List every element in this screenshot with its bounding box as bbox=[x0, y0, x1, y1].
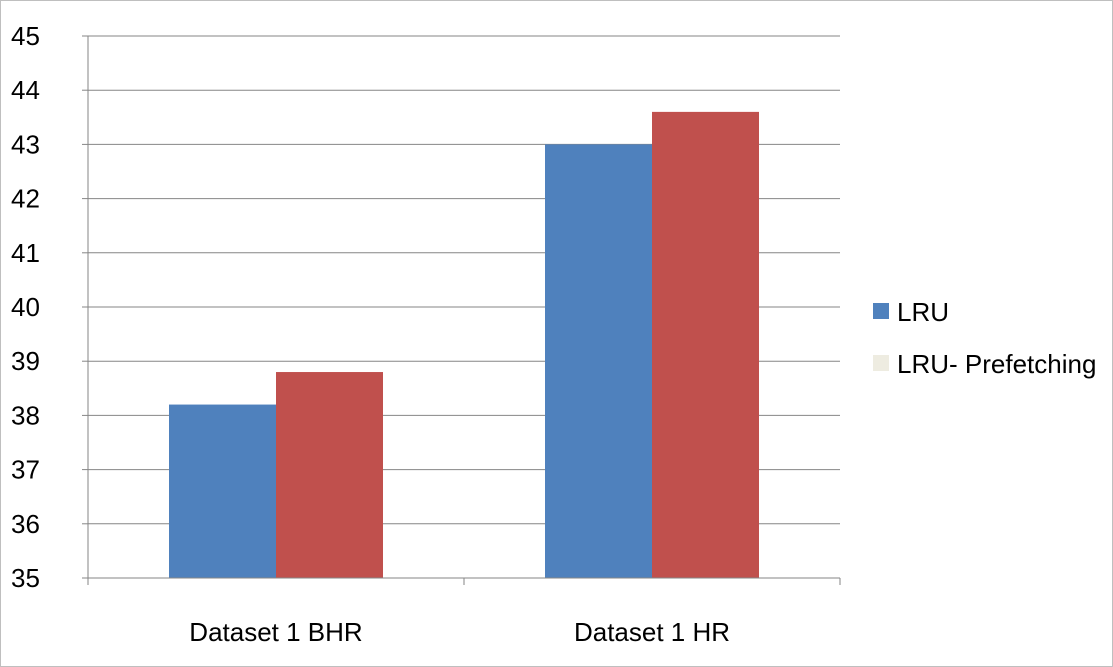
y-tick-label: 38 bbox=[11, 400, 40, 430]
y-tick-label: 35 bbox=[11, 563, 40, 593]
y-tick-label: 37 bbox=[11, 455, 40, 485]
x-category-label: Dataset 1 HR bbox=[574, 617, 730, 647]
legend-swatch-1 bbox=[873, 355, 889, 371]
y-tick-label: 43 bbox=[11, 129, 40, 159]
y-tick-label: 42 bbox=[11, 184, 40, 214]
x-axis-category-labels: Dataset 1 BHR Dataset 1 HR bbox=[189, 617, 730, 647]
bars bbox=[169, 111, 759, 578]
y-tick-label: 41 bbox=[11, 238, 40, 268]
y-tick-label: 36 bbox=[11, 509, 40, 539]
bar-lru-1 bbox=[545, 144, 652, 578]
y-tick-label: 44 bbox=[11, 75, 40, 105]
legend-label-1: LRU- Prefetching bbox=[897, 349, 1096, 379]
bar-lru-prefetching-1 bbox=[652, 111, 759, 578]
x-category-label: Dataset 1 BHR bbox=[189, 617, 362, 647]
y-tick-label: 40 bbox=[11, 292, 40, 322]
legend-label-0: LRU bbox=[897, 297, 949, 327]
legend: LRU LRU- Prefetching bbox=[873, 297, 1096, 379]
y-axis-tick-labels: 35 36 37 38 39 40 41 42 43 44 45 bbox=[11, 21, 40, 593]
legend-swatch-0 bbox=[873, 303, 889, 319]
y-tick-label: 39 bbox=[11, 346, 40, 376]
bar-lru-0 bbox=[169, 404, 276, 578]
axes bbox=[82, 35, 841, 585]
y-tick-label: 45 bbox=[11, 21, 40, 51]
bar-lru-prefetching-0 bbox=[276, 372, 383, 578]
